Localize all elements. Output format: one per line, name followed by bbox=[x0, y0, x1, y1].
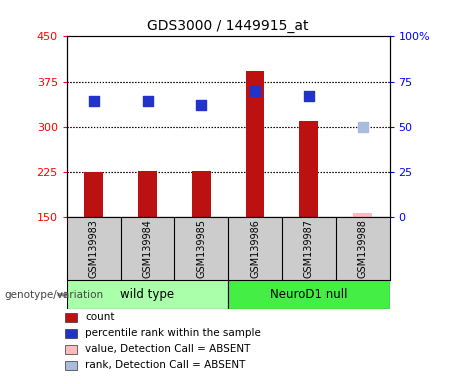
Text: GSM139983: GSM139983 bbox=[89, 219, 99, 278]
Bar bbox=[228, 280, 390, 309]
Text: GSM139984: GSM139984 bbox=[142, 219, 153, 278]
Text: percentile rank within the sample: percentile rank within the sample bbox=[85, 328, 261, 338]
Text: GSM139988: GSM139988 bbox=[358, 219, 368, 278]
Point bbox=[144, 98, 151, 104]
Text: rank, Detection Call = ABSENT: rank, Detection Call = ABSENT bbox=[85, 360, 246, 370]
Text: GSM139986: GSM139986 bbox=[250, 219, 260, 278]
Bar bbox=[300, 121, 318, 217]
Point bbox=[90, 98, 97, 104]
Bar bbox=[138, 171, 157, 217]
Text: count: count bbox=[85, 312, 115, 322]
Point bbox=[359, 124, 366, 130]
Text: GSM139987: GSM139987 bbox=[304, 219, 314, 278]
Text: wild type: wild type bbox=[120, 288, 175, 301]
Text: value, Detection Call = ABSENT: value, Detection Call = ABSENT bbox=[85, 344, 251, 354]
Bar bbox=[84, 172, 103, 217]
Point bbox=[251, 88, 259, 94]
Bar bbox=[67, 280, 228, 309]
Title: GDS3000 / 1449915_at: GDS3000 / 1449915_at bbox=[148, 19, 309, 33]
Point bbox=[305, 93, 313, 99]
Bar bbox=[192, 171, 211, 217]
Text: NeuroD1 null: NeuroD1 null bbox=[270, 288, 348, 301]
Text: genotype/variation: genotype/variation bbox=[5, 290, 104, 300]
Bar bbox=[353, 214, 372, 217]
Text: GSM139985: GSM139985 bbox=[196, 219, 207, 278]
Bar bbox=[246, 71, 265, 217]
Point bbox=[198, 102, 205, 108]
